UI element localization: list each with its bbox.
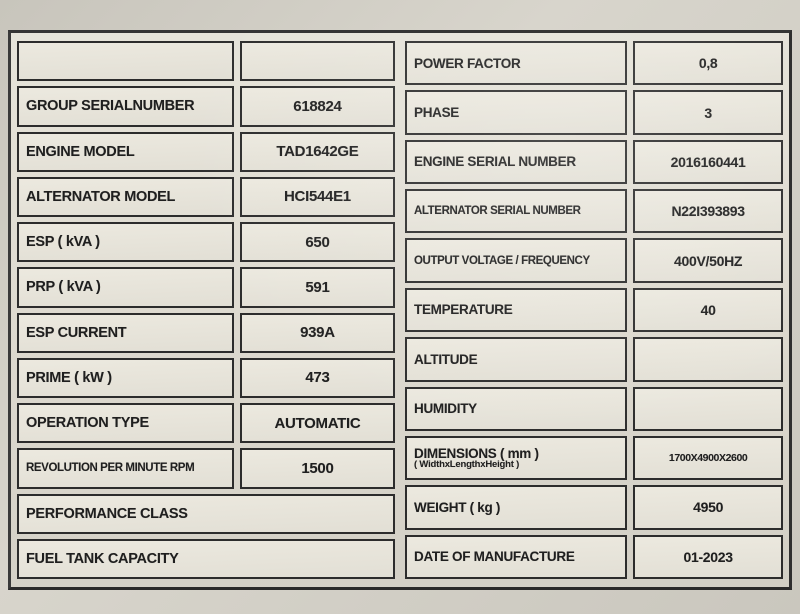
value-prime-kw: 473 xyxy=(240,358,395,398)
row-fuel-tank: FUEL TANK CAPACITY xyxy=(17,539,395,579)
value-esp-kva: 650 xyxy=(240,222,395,262)
value-esp-current: 939A xyxy=(240,313,395,353)
row-alternator-model: ALTERNATOR MODEL HCI544E1 xyxy=(17,177,395,217)
value-group-serial: 618824 xyxy=(240,86,395,126)
value-alternator-model: HCI544E1 xyxy=(240,177,395,217)
row-rpm: REVOLUTION PER MINUTE RPM 1500 xyxy=(17,448,395,488)
label-rpm: REVOLUTION PER MINUTE RPM xyxy=(17,448,234,488)
row-humidity: HUMIDITY xyxy=(405,387,783,431)
row-date-manufacture: DATE OF MANUFACTURE 01-2023 xyxy=(405,535,783,579)
label-blank xyxy=(17,41,234,81)
label-alternator-serial: ALTERNATOR SERIAL NUMBER xyxy=(405,189,627,233)
label-group-serial: GROUP SERIALNUMBER xyxy=(17,86,234,126)
label-esp-kva: ESP ( kVA ) xyxy=(17,222,234,262)
label-power-factor: POWER FACTOR xyxy=(405,41,627,85)
row-esp-current: ESP CURRENT 939A xyxy=(17,313,395,353)
label-dimensions-sub: ( WidthxLengthxHeight ) xyxy=(414,460,519,470)
label-phase: PHASE xyxy=(405,90,627,134)
value-temperature: 40 xyxy=(633,288,783,332)
value-power-factor: 0,8 xyxy=(633,41,783,85)
label-prime-kw: PRIME ( kW ) xyxy=(17,358,234,398)
label-date-manufacture: DATE OF MANUFACTURE xyxy=(405,535,627,579)
label-altitude: ALTITUDE xyxy=(405,337,627,381)
value-engine-serial: 2016160441 xyxy=(633,140,783,184)
value-dimensions: 1700X4900X2600 xyxy=(633,436,783,480)
row-prime-kw: PRIME ( kW ) 473 xyxy=(17,358,395,398)
label-operation-type: OPERATION TYPE xyxy=(17,403,234,443)
row-prp-kva: PRP ( kVA ) 591 xyxy=(17,267,395,307)
label-weight: WEIGHT ( kg ) xyxy=(405,485,627,529)
value-prp-kva: 591 xyxy=(240,267,395,307)
label-fuel-tank: FUEL TANK CAPACITY xyxy=(17,539,395,579)
value-phase: 3 xyxy=(633,90,783,134)
value-rpm: 1500 xyxy=(240,448,395,488)
row-altitude: ALTITUDE xyxy=(405,337,783,381)
row-group-serial: GROUP SERIALNUMBER 618824 xyxy=(17,86,395,126)
row-engine-model: ENGINE MODEL TAD1642GE xyxy=(17,132,395,172)
row-dimensions: DIMENSIONS ( mm ) ( WidthxLengthxHeight … xyxy=(405,436,783,480)
row-power-factor: POWER FACTOR 0,8 xyxy=(405,41,783,85)
row-performance-class: PERFORMANCE CLASS xyxy=(17,494,395,534)
value-output-voltage: 400V/50HZ xyxy=(633,238,783,282)
value-engine-model: TAD1642GE xyxy=(240,132,395,172)
row-output-voltage: OUTPUT VOLTAGE / FREQUENCY 400V/50HZ xyxy=(405,238,783,282)
label-engine-model: ENGINE MODEL xyxy=(17,132,234,172)
label-engine-serial: ENGINE SERIAL NUMBER xyxy=(405,140,627,184)
label-dimensions-main: DIMENSIONS ( mm ) xyxy=(414,447,539,461)
row-blank xyxy=(17,41,395,81)
row-temperature: TEMPERATURE 40 xyxy=(405,288,783,332)
label-esp-current: ESP CURRENT xyxy=(17,313,234,353)
right-column: POWER FACTOR 0,8 PHASE 3 ENGINE SERIAL N… xyxy=(405,41,783,579)
label-alternator-model: ALTERNATOR MODEL xyxy=(17,177,234,217)
value-humidity xyxy=(633,387,783,431)
value-alternator-serial: N22I393893 xyxy=(633,189,783,233)
nameplate: GROUP SERIALNUMBER 618824 ENGINE MODEL T… xyxy=(8,30,792,590)
label-humidity: HUMIDITY xyxy=(405,387,627,431)
label-output-voltage: OUTPUT VOLTAGE / FREQUENCY xyxy=(405,238,627,282)
label-prp-kva: PRP ( kVA ) xyxy=(17,267,234,307)
value-blank xyxy=(240,41,395,81)
row-engine-serial: ENGINE SERIAL NUMBER 2016160441 xyxy=(405,140,783,184)
row-esp-kva: ESP ( kVA ) 650 xyxy=(17,222,395,262)
value-date-manufacture: 01-2023 xyxy=(633,535,783,579)
label-temperature: TEMPERATURE xyxy=(405,288,627,332)
left-column: GROUP SERIALNUMBER 618824 ENGINE MODEL T… xyxy=(17,41,395,579)
row-operation-type: OPERATION TYPE AUTOMATIC xyxy=(17,403,395,443)
row-weight: WEIGHT ( kg ) 4950 xyxy=(405,485,783,529)
value-weight: 4950 xyxy=(633,485,783,529)
label-performance-class: PERFORMANCE CLASS xyxy=(17,494,395,534)
row-phase: PHASE 3 xyxy=(405,90,783,134)
row-alternator-serial: ALTERNATOR SERIAL NUMBER N22I393893 xyxy=(405,189,783,233)
label-dimensions: DIMENSIONS ( mm ) ( WidthxLengthxHeight … xyxy=(405,436,627,480)
value-operation-type: AUTOMATIC xyxy=(240,403,395,443)
value-altitude xyxy=(633,337,783,381)
